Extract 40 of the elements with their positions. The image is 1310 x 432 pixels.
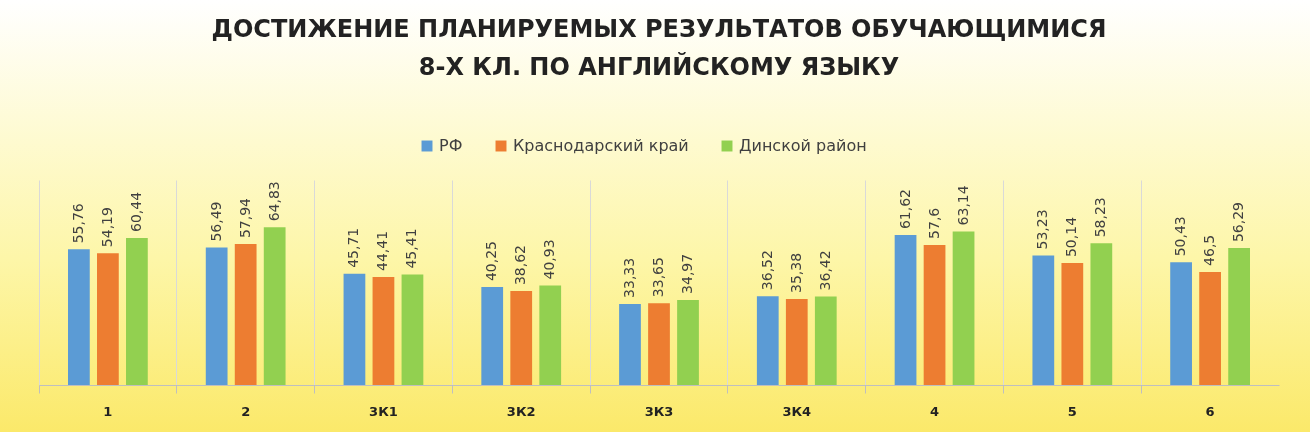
- data-label: 40,25: [483, 241, 500, 282]
- x-tick-label: 3К4: [782, 403, 812, 419]
- x-tick-label: 5: [1067, 403, 1077, 419]
- chart-title: ДОСТИЖЕНИЕ ПЛАНИРУЕМЫХ РЕЗУЛЬТАТОВ ОБУЧАЮЩИМИСЯ 8-Х КЛ. ПО АНГЛИЙСКОМУ ЯЗЫКУ: [211, 15, 1107, 81]
- data-label: 56,29: [1230, 201, 1247, 243]
- data-label: 44,41: [374, 230, 391, 271]
- x-tick-label: 3К2: [506, 403, 536, 419]
- x-tick-label: 2: [241, 403, 251, 419]
- data-label: 45,71: [345, 227, 362, 268]
- data-label: 55,76: [69, 203, 86, 244]
- data-label: 50,43: [1172, 216, 1189, 257]
- data-label: 33,65: [650, 257, 666, 298]
- legend-label: Краснодарский край: [513, 136, 689, 155]
- x-tick-label: 6: [1205, 403, 1215, 419]
- data-label: 57,94: [236, 197, 253, 239]
- data-label: 38,62: [512, 244, 529, 286]
- data-label: 34,97: [679, 253, 696, 294]
- data-label: 40,93: [541, 239, 558, 280]
- data-label: 56,49: [207, 201, 224, 242]
- legend-label: РФ: [439, 136, 463, 155]
- data-label: 36,42: [816, 250, 833, 291]
- data-label: 63,14: [954, 185, 971, 226]
- legend-label: Динской район: [739, 136, 867, 155]
- data-label: 64,83: [265, 181, 282, 222]
- data-label: 61,62: [896, 189, 913, 230]
- data-label: 33,33: [620, 257, 637, 298]
- data-label: 54,19: [98, 207, 115, 248]
- data-label: 46,5: [1201, 234, 1218, 266]
- x-tick-label: 3К1: [369, 403, 398, 419]
- data-label: 36,52: [758, 250, 775, 291]
- data-label: 50,14: [1063, 216, 1080, 258]
- x-tick-label: 3К3: [644, 403, 674, 419]
- data-label: 45,41: [403, 228, 420, 269]
- data-label: 35,38: [787, 252, 804, 293]
- data-label: 53,23: [1034, 209, 1051, 250]
- data-label: 58,23: [1092, 197, 1109, 238]
- data-label: 57,6: [925, 207, 942, 239]
- x-tick-label: 1: [103, 403, 113, 419]
- data-label: 60,44: [127, 191, 144, 232]
- x-tick-label: 4: [930, 403, 940, 419]
